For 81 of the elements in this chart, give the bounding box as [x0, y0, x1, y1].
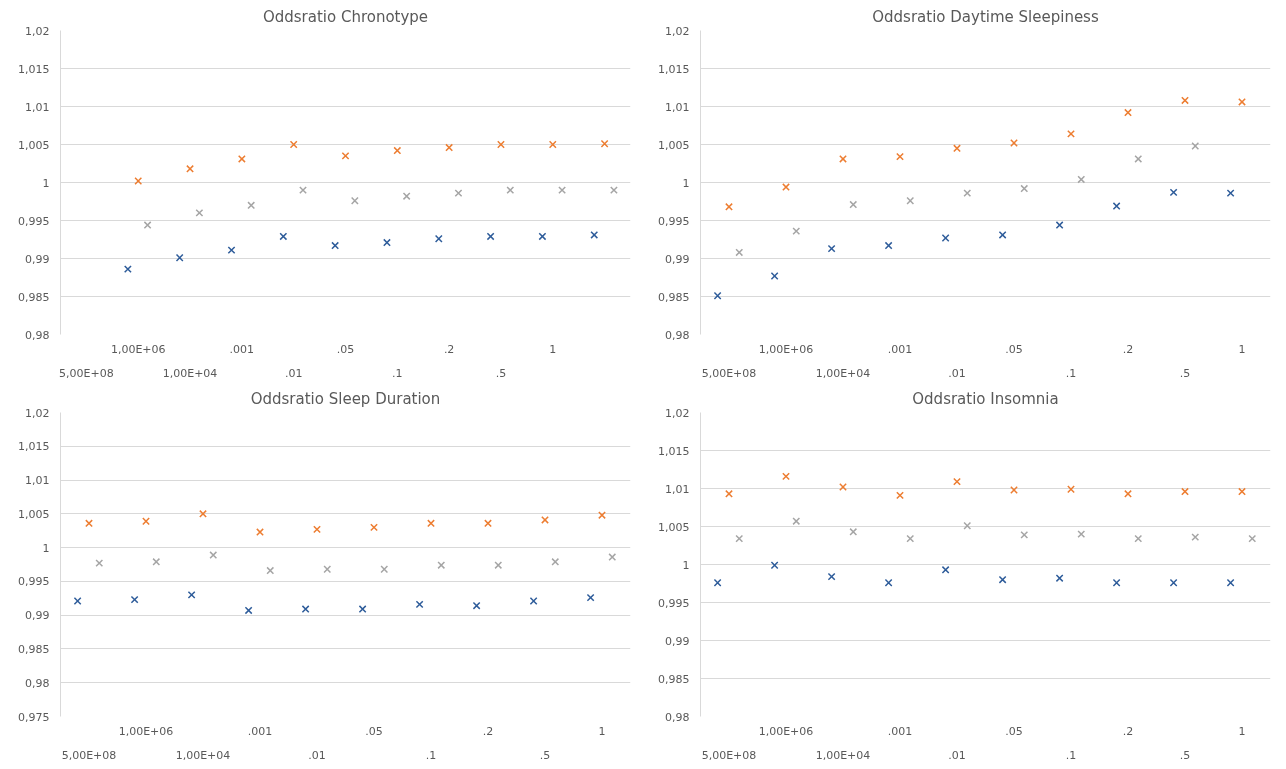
y-tick-label: 0,985	[658, 672, 690, 686]
x-tick-label: 5,00E+08	[61, 748, 117, 762]
x-tick-label: 1,00E+06	[118, 724, 174, 738]
y-tick-label: 1,005	[18, 507, 50, 521]
x-tick-label: 5,00E+08	[59, 366, 114, 380]
y-tick-label: 1	[42, 176, 50, 190]
x-tick-label: .5	[539, 748, 551, 762]
x-tick-label: 1,00E+04	[815, 748, 871, 762]
y-tick-label: 1,01	[25, 474, 50, 488]
x-tick-label: .01	[948, 366, 966, 380]
y-tick-label: 0,985	[658, 290, 690, 304]
x-tick-label: .5	[1179, 748, 1191, 762]
y-tick-label: 0,995	[658, 596, 690, 610]
x-tick-label: .01	[308, 748, 326, 762]
x-tick-label: .5	[1179, 366, 1191, 380]
y-tick-label: 0,995	[658, 214, 690, 228]
y-tick-label: 1,005	[658, 138, 690, 152]
x-tick-label: 1	[1238, 342, 1246, 356]
y-tick-label: 1,01	[665, 482, 690, 496]
x-tick-label: .1	[392, 366, 403, 380]
y-tick-label: 0,99	[665, 634, 690, 648]
y-tick-label: 0,99	[665, 252, 690, 266]
x-tick-label: .01	[284, 366, 303, 380]
chart-title: Oddsratio Daytime Sleepiness	[872, 7, 1099, 26]
chart-title: Oddsratio Insomnia	[912, 389, 1059, 408]
x-tick-label: .001	[229, 342, 255, 356]
x-tick-label: .2	[482, 724, 494, 738]
x-tick-label: .5	[495, 366, 507, 380]
chart-title: Oddsratio Sleep Duration	[250, 389, 441, 408]
y-tick-label: 0,98	[25, 328, 50, 342]
x-tick-label: .1	[425, 748, 437, 762]
chart-title: Oddsratio Chronotype	[262, 7, 429, 26]
x-tick-label: .2	[1122, 724, 1134, 738]
x-tick-label: 1,00E+04	[815, 366, 871, 380]
y-tick-label: 0,98	[665, 710, 690, 724]
x-tick-label: 1,00E+06	[758, 342, 814, 356]
y-tick-label: 0,995	[18, 575, 50, 589]
y-tick-label: 1,015	[658, 62, 690, 76]
y-tick-label: 1,01	[665, 100, 690, 114]
y-tick-label: 1,02	[665, 406, 690, 420]
y-tick-label: 0,98	[25, 676, 50, 690]
x-tick-label: .05	[336, 342, 355, 356]
x-tick-label: .1	[1065, 366, 1077, 380]
y-tick-label: 0,98	[665, 328, 690, 342]
y-tick-label: 1,02	[25, 406, 50, 420]
x-tick-label: 1	[598, 724, 606, 738]
x-tick-label: .001	[887, 342, 913, 356]
y-tick-label: 1,005	[18, 138, 50, 152]
x-tick-label: 5,00E+08	[701, 748, 757, 762]
x-tick-label: .2	[1122, 342, 1134, 356]
y-tick-label: 1,02	[25, 24, 50, 38]
x-tick-label: 1	[1238, 724, 1246, 738]
x-tick-label: .001	[887, 724, 913, 738]
x-tick-label: 1,00E+04	[162, 366, 218, 380]
y-tick-label: 1,015	[658, 444, 690, 458]
x-tick-label: .001	[247, 724, 273, 738]
y-tick-label: 1	[682, 558, 690, 572]
y-tick-label: 0,99	[25, 609, 50, 623]
y-tick-label: 0,99	[25, 252, 50, 266]
x-tick-label: 1,00E+04	[175, 748, 231, 762]
x-tick-label: 1,00E+06	[758, 724, 814, 738]
x-tick-label: .05	[1005, 724, 1023, 738]
x-tick-label: 5,00E+08	[701, 366, 757, 380]
y-tick-label: 1,005	[658, 520, 690, 534]
y-tick-label: 1	[42, 541, 50, 555]
x-tick-label: 1,00E+06	[110, 342, 166, 356]
x-tick-label: .05	[365, 724, 383, 738]
y-tick-label: 1,01	[25, 100, 50, 114]
y-tick-label: 1,02	[665, 24, 690, 38]
x-tick-label: 1	[549, 342, 557, 356]
x-tick-label: .05	[1005, 342, 1023, 356]
y-tick-label: 0,985	[18, 642, 50, 656]
y-tick-label: 0,995	[18, 214, 50, 228]
y-tick-label: 1,015	[18, 62, 50, 76]
y-tick-label: 0,975	[18, 710, 50, 724]
x-tick-label: .2	[443, 342, 455, 356]
x-tick-label: .01	[948, 748, 966, 762]
x-tick-label: .1	[1065, 748, 1077, 762]
y-tick-label: 0,985	[18, 290, 50, 304]
y-tick-label: 1,015	[18, 440, 50, 454]
y-tick-label: 1	[682, 176, 690, 190]
